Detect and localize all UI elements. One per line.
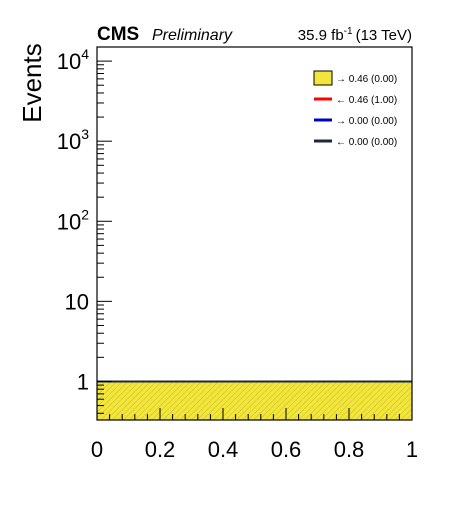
luminosity-exponent: -1 [344, 26, 353, 37]
legend-label-1: ← 0.46 (1.00) [336, 95, 397, 106]
y-tick-label-0: 1 [77, 369, 89, 394]
y-axis-ticks: 1 10 102 103 104 [57, 46, 112, 414]
experiment-label: CMS [97, 24, 139, 45]
x-tick-label-5: 1 [406, 437, 418, 462]
luminosity-label: 35.9 fb-1 (13 TeV) [298, 26, 412, 44]
x-tick-label-4: 0.8 [334, 437, 365, 462]
legend-label-3: ← 0.00 (0.00) [336, 137, 397, 148]
y-tick-label-4: 104 [57, 46, 89, 74]
legend-label-2: → 0.00 (0.00) [336, 116, 397, 127]
legend-swatch-0 [313, 70, 333, 86]
series-fills [97, 381, 412, 420]
y-tick-label-2: 102 [57, 206, 89, 234]
luminosity-value: 35.9 fb [298, 27, 344, 44]
series-0-bar-0 [97, 381, 412, 420]
y-axis-label: Events [17, 43, 47, 123]
status-label: Preliminary [152, 27, 233, 44]
x-tick-label-0: 0 [91, 437, 103, 462]
y-tick-label-3: 103 [57, 126, 89, 154]
x-tick-label-1: 0.2 [145, 437, 176, 462]
x-tick-label-2: 0.4 [208, 437, 239, 462]
legend: → 0.46 (0.00) ← 0.46 (1.00) → 0.00 (0.00) ←… [313, 70, 397, 148]
x-axis-ticks: 0 0.2 0.4 0.6 0.8 1 [91, 408, 418, 462]
energy-label: (13 TeV) [356, 27, 412, 44]
legend-label-0: → 0.46 (0.00) [336, 74, 397, 85]
y-tick-label-1: 10 [65, 289, 89, 314]
x-tick-label-3: 0.6 [271, 437, 302, 462]
